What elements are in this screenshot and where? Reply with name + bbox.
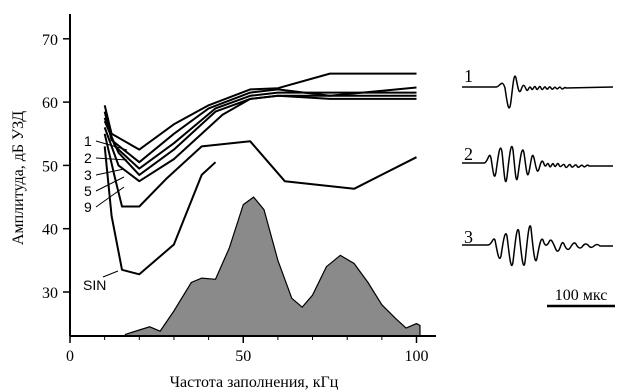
spectrum-area: [124, 196, 421, 337]
waveform-1: [462, 75, 614, 109]
y-tick-label: 70: [42, 32, 58, 49]
x-tick-label: 100: [405, 348, 429, 365]
y-tick-label: 30: [42, 285, 58, 302]
y-axis-label: Амплитуда, дБ УЗД: [10, 111, 27, 245]
waveform-label-1: 1: [464, 66, 473, 86]
series-line-2: [103, 86, 417, 164]
waveform-2: [462, 146, 613, 183]
curve-label-1: 1: [84, 133, 92, 149]
y-tick-label: 40: [42, 222, 58, 239]
spectrum-layer: [124, 196, 421, 337]
curve-labels: 1 2 3 5 9 SIN: [83, 133, 128, 293]
series-line-5: [103, 94, 417, 176]
y-tick-label: 60: [42, 95, 58, 112]
x-tick-label: 0: [66, 348, 74, 365]
x-tick-label: 50: [235, 348, 251, 365]
waveform-label-3: 3: [464, 227, 473, 247]
series-line-9: [103, 94, 417, 183]
curve-label-3: 3: [84, 167, 92, 183]
curve-label-5: 5: [84, 183, 92, 199]
y-tick-label: 50: [42, 158, 58, 175]
series-line-1: [103, 72, 417, 151]
waveforms: 1 2 3 100 мкс: [462, 66, 615, 308]
curve-label-sin: SIN: [83, 277, 106, 293]
series-line-sin: [103, 146, 217, 276]
x-ticks: 0 50 100: [66, 336, 429, 365]
curve-label-2: 2: [84, 150, 92, 166]
curve-label-9: 9: [84, 199, 92, 215]
x-axis-label: Частота заполнения, кГц: [170, 374, 339, 391]
scale-bar-label: 100 мкс: [555, 287, 608, 304]
y-ticks: 30 40 50 60 70: [42, 32, 70, 302]
series-line-3: [103, 91, 417, 170]
waveform-label-2: 2: [464, 144, 473, 164]
series-line-unlabeled: [103, 133, 417, 208]
waveform-3: [462, 225, 613, 266]
